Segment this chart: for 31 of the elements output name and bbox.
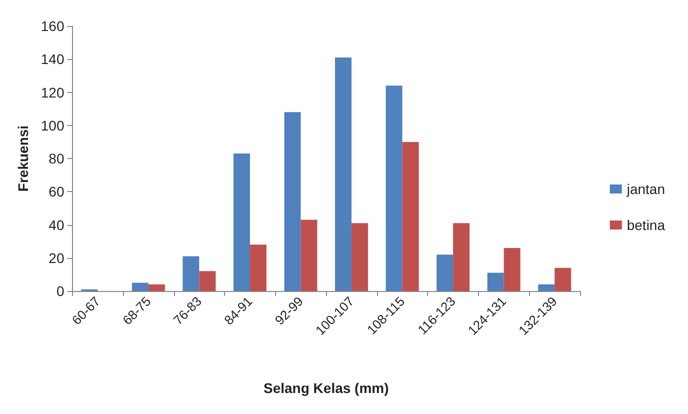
bar [554, 268, 572, 291]
bar [233, 154, 250, 291]
bar [504, 248, 520, 291]
legend-label: betina [626, 217, 666, 233]
y-tick-label: 100 [40, 117, 64, 134]
legend-label: jantan [626, 181, 666, 197]
bar [199, 271, 216, 291]
bar [487, 272, 504, 291]
y-tick-label: 0 [56, 283, 64, 299]
bar [453, 223, 470, 291]
x-axis-title: Selang Kelas (mm) [263, 380, 389, 396]
bar [352, 223, 368, 291]
bar [182, 256, 200, 291]
y-tick-label: 20 [48, 250, 64, 266]
bar [132, 282, 148, 291]
y-tick-label: 40 [48, 216, 64, 233]
y-tick-label: 80 [48, 150, 64, 166]
bar [386, 86, 402, 291]
y-tick-label: 140 [40, 51, 64, 68]
bar [335, 57, 352, 291]
bar [538, 284, 555, 291]
bar [300, 220, 318, 291]
bar [148, 284, 165, 291]
y-tick-label: 120 [40, 84, 64, 100]
y-axis-title: Frekuensi [15, 125, 31, 192]
y-tick-label: 160 [40, 18, 64, 34]
bar [402, 142, 419, 291]
bar [250, 244, 266, 291]
bar [436, 254, 454, 291]
bar [284, 112, 301, 291]
y-tick-label: 60 [48, 184, 64, 200]
